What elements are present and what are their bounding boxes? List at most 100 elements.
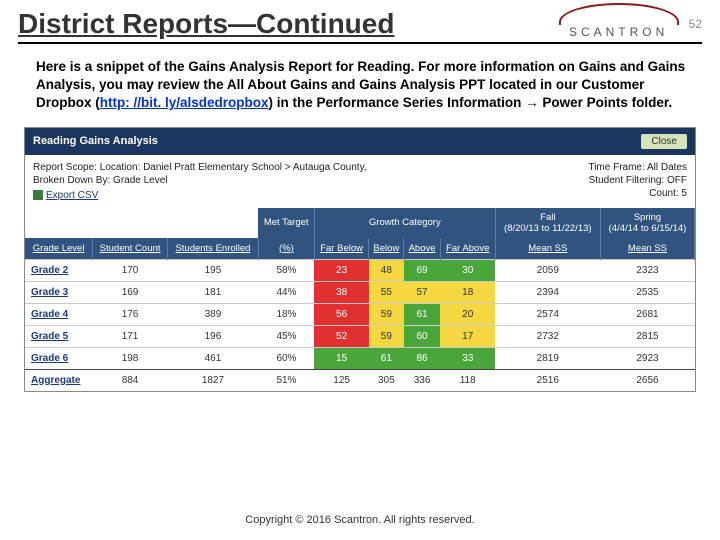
cell-above: 69 <box>404 259 440 281</box>
cell-spring-mean: 2815 <box>600 325 694 347</box>
close-button[interactable]: Close <box>641 134 687 149</box>
fall-label: Fall <box>498 212 598 223</box>
cell-pct: 18% <box>258 303 314 325</box>
grade-label[interactable]: Grade 5 <box>25 325 93 347</box>
grade-label[interactable]: Grade 2 <box>25 259 93 281</box>
export-csv-link[interactable]: Export CSV <box>33 190 98 201</box>
cell-count: 171 <box>93 325 168 347</box>
cell-below: 59 <box>369 325 404 347</box>
cell-enrolled: 181 <box>167 281 258 303</box>
cell-pct: 45% <box>258 325 314 347</box>
cell-above: 57 <box>404 281 440 303</box>
table-row: Grade 517119645%5259601727322815 <box>25 325 695 347</box>
cell-fall-mean: 2394 <box>495 281 600 303</box>
page-number: 52 <box>689 17 702 31</box>
blank-header <box>25 208 258 238</box>
gains-report: Reading Gains Analysis Close Report Scop… <box>24 127 696 392</box>
cell-fall-mean: 2574 <box>495 303 600 325</box>
grade-label[interactable]: Grade 6 <box>25 347 93 369</box>
col-pct[interactable]: (%) <box>258 238 314 260</box>
gains-table: Met Target Growth Category Fall(8/20/13 … <box>25 208 695 391</box>
intro-text-3: Performance Series Information <box>317 95 522 110</box>
cell-far-below: 38 <box>314 281 368 303</box>
table-row: Grade 316918144%3855571823942535 <box>25 281 695 303</box>
aggregate-label[interactable]: Aggregate <box>25 369 93 391</box>
report-title: Reading Gains Analysis <box>33 135 158 147</box>
spring-dates: (4/4/14 to 6/15/14) <box>603 223 692 234</box>
cell-far-above: 20 <box>440 303 495 325</box>
table-column-header: Grade Level Student Count Students Enrol… <box>25 238 695 260</box>
cell-below: 59 <box>369 303 404 325</box>
cell-pct: 58% <box>258 259 314 281</box>
col-students-enrolled[interactable]: Students Enrolled <box>167 238 258 260</box>
cell-enrolled: 389 <box>167 303 258 325</box>
cell-above: 86 <box>404 347 440 369</box>
table-row: Grade 417638918%5659612025742681 <box>25 303 695 325</box>
meta-broken-by: Broken Down By: Grade Level <box>33 175 168 186</box>
export-label: Export CSV <box>46 190 98 201</box>
cell-enrolled: 195 <box>167 259 258 281</box>
cell-far-above: 18 <box>440 281 495 303</box>
col-student-count[interactable]: Student Count <box>93 238 168 260</box>
copyright-footer: Copyright © 2016 Scantron. All rights re… <box>0 514 720 526</box>
export-icon <box>33 190 43 200</box>
cell-far-below: 125 <box>314 369 368 391</box>
grade-label[interactable]: Grade 3 <box>25 281 93 303</box>
cell-above: 61 <box>404 303 440 325</box>
cell-fall-mean: 2732 <box>495 325 600 347</box>
cell-above: 60 <box>404 325 440 347</box>
cell-fall-mean: 2516 <box>495 369 600 391</box>
table-row: Grade 217019558%2348693020592323 <box>25 259 695 281</box>
cell-far-below: 52 <box>314 325 368 347</box>
spring-header: Spring(4/4/14 to 6/15/14) <box>600 208 694 238</box>
aggregate-row: Aggregate884182751%12530533611825162656 <box>25 369 695 391</box>
cell-far-above: 118 <box>440 369 495 391</box>
cell-far-above: 17 <box>440 325 495 347</box>
cell-fall-mean: 2819 <box>495 347 600 369</box>
table-row: Grade 619846160%1561863328192923 <box>25 347 695 369</box>
cell-far-below: 15 <box>314 347 368 369</box>
cell-count: 198 <box>93 347 168 369</box>
col-spring-mean[interactable]: Mean SS <box>600 238 694 260</box>
intro-paragraph: Here is a snippet of the Gains Analysis … <box>18 54 702 127</box>
cell-below: 48 <box>369 259 404 281</box>
report-header-bar: Reading Gains Analysis Close <box>25 128 695 155</box>
cell-far-above: 30 <box>440 259 495 281</box>
cell-far-below: 23 <box>314 259 368 281</box>
col-far-above[interactable]: Far Above <box>440 238 495 260</box>
growth-category-header: Growth Category <box>314 208 495 238</box>
cell-spring-mean: 2681 <box>600 303 694 325</box>
cell-below: 305 <box>369 369 404 391</box>
cell-far-above: 33 <box>440 347 495 369</box>
col-above[interactable]: Above <box>404 238 440 260</box>
cell-pct: 60% <box>258 347 314 369</box>
cell-pct: 51% <box>258 369 314 391</box>
intro-text-5: folder. <box>628 95 672 110</box>
cell-enrolled: 1827 <box>167 369 258 391</box>
page-title: District Reports—Continued <box>18 8 394 40</box>
cell-count: 169 <box>93 281 168 303</box>
slide-header: District Reports—Continued SCANTRON 52 <box>18 8 702 44</box>
fall-dates: (8/20/13 to 11/22/13) <box>498 223 598 234</box>
table-super-header: Met Target Growth Category Fall(8/20/13 … <box>25 208 695 238</box>
logo-area: SCANTRON 52 <box>559 9 702 39</box>
col-far-below[interactable]: Far Below <box>314 238 368 260</box>
col-below[interactable]: Below <box>369 238 404 260</box>
cell-fall-mean: 2059 <box>495 259 600 281</box>
cell-enrolled: 196 <box>167 325 258 347</box>
logo-arc-icon <box>559 3 679 25</box>
grade-label[interactable]: Grade 4 <box>25 303 93 325</box>
cell-count: 884 <box>93 369 168 391</box>
met-target-header: Met Target <box>258 208 314 238</box>
cell-spring-mean: 2323 <box>600 259 694 281</box>
fall-header: Fall(8/20/13 to 11/22/13) <box>495 208 600 238</box>
dropbox-link[interactable]: http: //bit. ly/alsdedropbox <box>100 95 269 110</box>
cell-count: 170 <box>93 259 168 281</box>
cell-pct: 44% <box>258 281 314 303</box>
cell-spring-mean: 2923 <box>600 347 694 369</box>
col-grade-level[interactable]: Grade Level <box>25 238 93 260</box>
col-fall-mean[interactable]: Mean SS <box>495 238 600 260</box>
cell-enrolled: 461 <box>167 347 258 369</box>
report-meta: Report Scope: Location: Daniel Pratt Ele… <box>25 155 695 208</box>
arrow-icon: → <box>521 95 542 110</box>
